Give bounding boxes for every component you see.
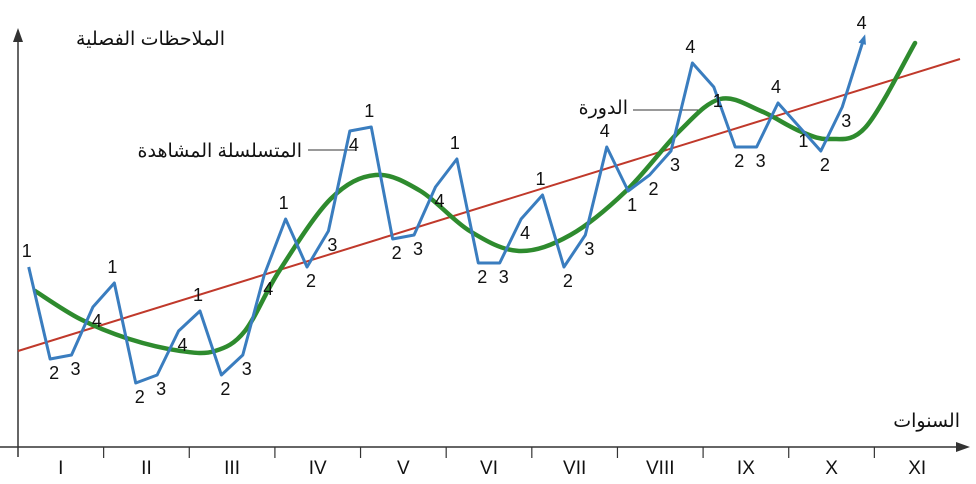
point-label: 1 bbox=[798, 131, 808, 151]
x-tick-label: IX bbox=[737, 458, 755, 479]
point-label: 1 bbox=[450, 133, 460, 153]
x-tick-label: VIII bbox=[646, 458, 675, 479]
cycle-line bbox=[32, 40, 918, 356]
series-label: المتسلسلة المشاهدة bbox=[138, 141, 302, 162]
point-label: 2 bbox=[734, 151, 744, 171]
point-label: 3 bbox=[327, 235, 337, 255]
point-label: 2 bbox=[563, 271, 573, 291]
point-label: 3 bbox=[841, 111, 851, 131]
point-label: 1 bbox=[107, 257, 117, 277]
point-label: 4 bbox=[434, 191, 444, 211]
point-label: 4 bbox=[600, 121, 610, 141]
point-label: 3 bbox=[71, 359, 81, 379]
x-tick-label: VII bbox=[563, 458, 586, 479]
point-label: 4 bbox=[520, 223, 530, 243]
point-label: 2 bbox=[477, 267, 487, 287]
trend-line bbox=[17, 58, 961, 352]
x-tick-label: VI bbox=[480, 458, 498, 479]
x-axis-label: السنوات bbox=[893, 411, 960, 432]
x-axis-arrow bbox=[956, 442, 970, 452]
x-tick-label: III bbox=[224, 458, 240, 479]
point-label: 4 bbox=[771, 77, 781, 97]
observed-line bbox=[27, 34, 866, 385]
x-tick-label: X bbox=[825, 458, 838, 479]
point-label: 3 bbox=[499, 267, 509, 287]
point-label: 3 bbox=[156, 379, 166, 399]
point-label: 2 bbox=[392, 243, 402, 263]
y-axis-arrow bbox=[13, 28, 23, 42]
point-label: 2 bbox=[135, 387, 145, 407]
x-tick-label: II bbox=[141, 458, 152, 479]
y-axis-label: الملاحظات الفصلية bbox=[76, 29, 225, 50]
x-tick-label: XI bbox=[908, 458, 926, 479]
point-label: 1 bbox=[536, 169, 546, 189]
point-label: 4 bbox=[349, 135, 359, 155]
series-label: الدورة bbox=[579, 98, 628, 119]
point-label: 1 bbox=[193, 285, 203, 305]
point-label: 2 bbox=[306, 271, 316, 291]
point-label: 1 bbox=[627, 195, 637, 215]
point-label: 3 bbox=[413, 239, 423, 259]
point-label: 3 bbox=[242, 359, 252, 379]
point-label: 4 bbox=[685, 37, 695, 57]
point-label: 1 bbox=[279, 193, 289, 213]
x-tick-label: I bbox=[58, 458, 63, 479]
point-label: 3 bbox=[670, 155, 680, 175]
point-label: 3 bbox=[584, 239, 594, 259]
point-label: 4 bbox=[857, 13, 867, 33]
point-label: 4 bbox=[178, 335, 188, 355]
point-label: 2 bbox=[220, 379, 230, 399]
point-label: 1 bbox=[713, 91, 723, 111]
point-label: 1 bbox=[22, 241, 32, 261]
point-label: 1 bbox=[364, 101, 374, 121]
point-label: 4 bbox=[92, 311, 102, 331]
point-label: 2 bbox=[649, 179, 659, 199]
x-tick-label: IV bbox=[309, 458, 327, 479]
point-label: 2 bbox=[820, 155, 830, 175]
point-label: 2 bbox=[49, 363, 59, 383]
x-tick-label: V bbox=[397, 458, 410, 479]
point-label: 4 bbox=[263, 279, 273, 299]
point-label: 3 bbox=[756, 151, 766, 171]
